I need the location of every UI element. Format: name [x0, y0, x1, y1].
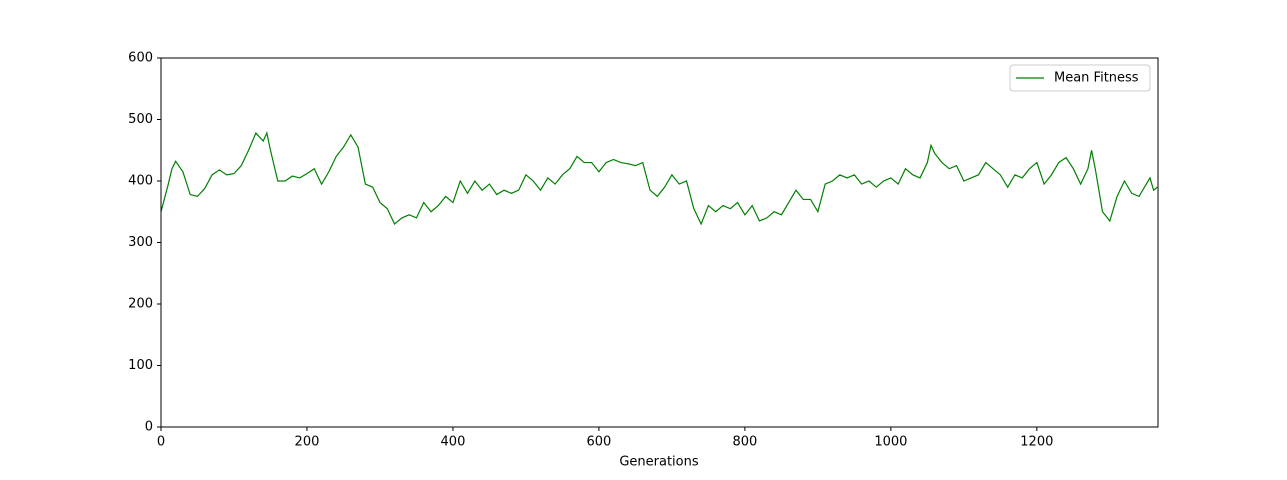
x-tick-label: 1000	[874, 435, 907, 450]
legend-box	[1009, 64, 1151, 92]
legend-label: Mean Fitness	[1054, 71, 1139, 86]
y-tick-label: 500	[128, 112, 153, 127]
x-axis-label: Generations	[619, 455, 699, 470]
x-tick-label: 800	[732, 435, 757, 450]
x-tick-label: 600	[587, 435, 612, 450]
plot-frame	[160, 57, 1159, 428]
y-tick-label: 300	[128, 235, 153, 250]
y-tick-label: 600	[128, 51, 153, 66]
x-tick-label: 400	[441, 435, 466, 450]
x-tick-label: 1200	[1020, 435, 1053, 450]
x-tick-label: 0	[157, 435, 165, 450]
x-tick-label: 200	[295, 435, 320, 450]
y-tick-label: 0	[145, 420, 153, 435]
y-tick-label: 200	[128, 297, 153, 312]
y-tick-label: 400	[128, 174, 153, 189]
line-series	[160, 131, 1158, 226]
y-tick-label: 100	[128, 358, 153, 373]
